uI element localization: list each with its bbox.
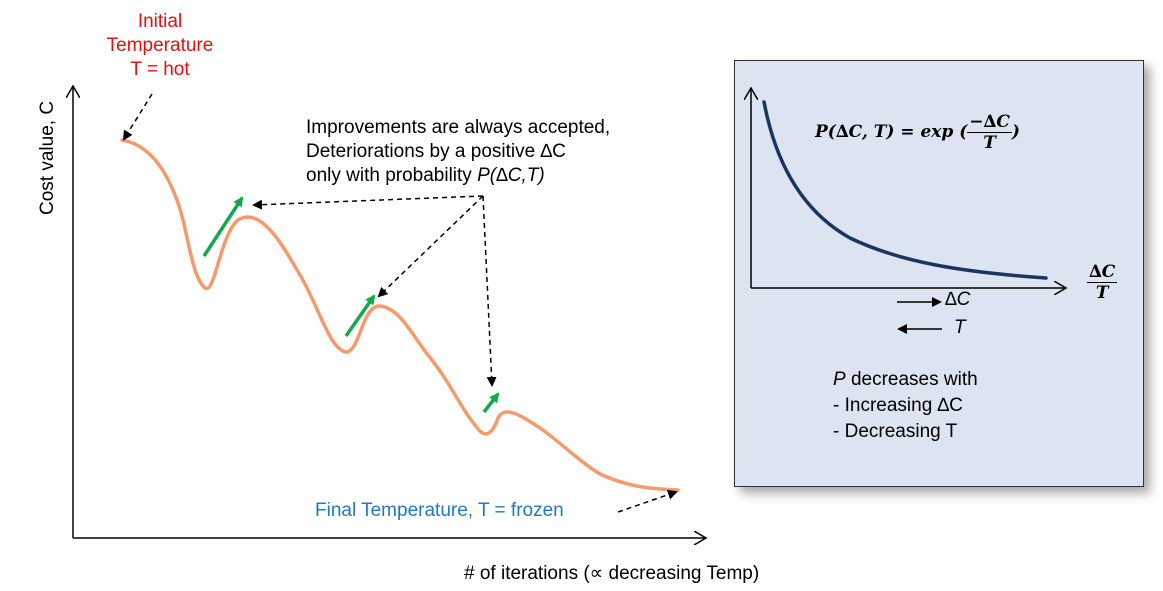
pointer-to-arrow-2 xyxy=(377,195,484,298)
uphill-arrow-3 xyxy=(482,392,500,414)
uphill-arrow-1 xyxy=(202,196,244,257)
formula-lhs: P(∆C, T) = exp ( xyxy=(815,122,968,142)
pointer-to-arrow-3 xyxy=(482,195,497,387)
initial-temperature-line1: Initial xyxy=(137,11,183,32)
acceptance-rule-line3-prefix: only with probability xyxy=(306,165,478,186)
final-temperature-label: Final Temperature, T = frozen xyxy=(315,500,564,521)
formula-fraction: −∆C T xyxy=(967,112,1012,153)
final-temp-pointer xyxy=(617,489,678,513)
decreases-var: P xyxy=(833,369,846,390)
axis-fraction-num: ∆C xyxy=(1087,262,1118,283)
initial-temperature-line2: Temperature xyxy=(106,35,214,56)
initial-temperature-line3: T = hot xyxy=(130,59,190,80)
probability-term: P(∆C,T) xyxy=(477,165,545,186)
acceptance-rule-line1: Improvements are always accepted, xyxy=(306,117,611,138)
formula-close: ) xyxy=(1011,122,1020,142)
formula-numerator: −∆C xyxy=(967,112,1012,133)
decay-curve xyxy=(762,100,1048,280)
acceptance-rule-line2: Deteriorations by a positive ∆C xyxy=(306,141,566,162)
probability-formula: P(∆C, T) = exp (−∆C T) xyxy=(815,112,1020,153)
formula-denominator: T xyxy=(983,133,996,153)
decreases-explanation: P decreases with - Increasing ∆C - Decre… xyxy=(833,367,978,445)
decreases-item-1: - Increasing ∆C xyxy=(833,395,963,416)
dc-arrow-label: ∆C xyxy=(945,289,971,310)
decreases-title: P decreases with xyxy=(833,367,978,393)
decreases-item-2: - Decreasing T xyxy=(833,421,958,442)
pointer-to-arrow-1 xyxy=(252,195,484,210)
panel-x-axis-label: ∆C T xyxy=(1087,262,1118,303)
axis-fraction-den: T xyxy=(1095,283,1109,303)
uphill-arrow-2 xyxy=(344,294,376,338)
cost-curve xyxy=(120,138,680,492)
axis-fraction: ∆C T xyxy=(1087,262,1118,303)
t-arrow-label: T xyxy=(954,317,966,338)
probability-panel xyxy=(734,60,1144,487)
acceptance-rule-note: Improvements are always accepted, Deteri… xyxy=(306,116,610,188)
decreases-title-rest: decreases with xyxy=(845,369,978,390)
acceptance-rule-line3: only with probability P(∆C,T) xyxy=(306,164,610,188)
x-axis-label: # of iterations (∝ decreasing Temp) xyxy=(464,563,760,584)
initial-temperature-label: Initial Temperature T = hot xyxy=(90,10,230,82)
